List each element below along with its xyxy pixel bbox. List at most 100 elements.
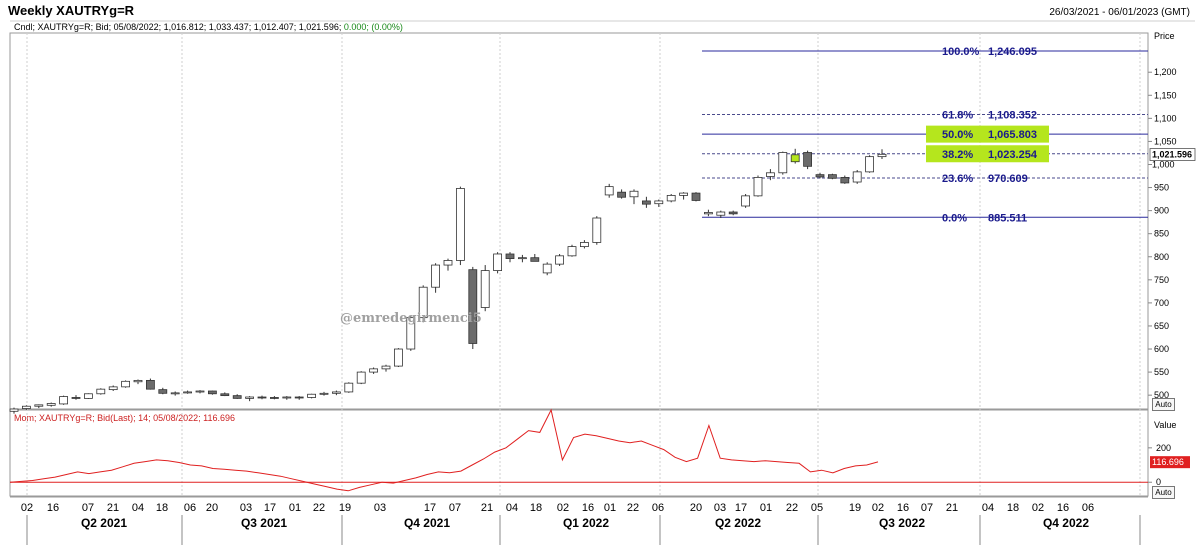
candle-body <box>666 194 676 202</box>
candle-body <box>542 263 552 274</box>
candle-body <box>96 388 106 395</box>
fib-value-label: 1,023.254 <box>988 149 1038 161</box>
candle-body <box>629 190 639 198</box>
fib-value-label: 1,065.803 <box>988 129 1037 141</box>
candle-body <box>133 379 143 383</box>
week-tick-label: 22 <box>786 502 798 514</box>
week-tick-label: 17 <box>424 502 436 514</box>
candle-body <box>877 153 887 158</box>
candle-body <box>381 365 391 370</box>
candle-body <box>691 192 701 201</box>
price-tick-label: 650 <box>1154 321 1169 331</box>
quarter-label: Q1 2022 <box>563 516 609 530</box>
candle-body <box>220 393 230 397</box>
price-axis-label: Price <box>1154 31 1175 41</box>
candle-body <box>505 253 515 259</box>
candle-body <box>71 397 81 399</box>
momentum-line <box>9 408 879 492</box>
quarter-label: Q4 2022 <box>1043 516 1089 530</box>
candle-body <box>530 257 540 262</box>
candle-body <box>443 260 453 266</box>
quarter-label: Q2 2021 <box>81 516 127 530</box>
candle-body <box>480 270 490 308</box>
week-tick-label: 02 <box>1032 502 1044 514</box>
candle-body <box>344 382 354 393</box>
candle-body <box>840 177 850 184</box>
candle-body <box>716 211 726 216</box>
watermark-text: @emredegirmenci5 <box>340 311 482 326</box>
momentum-axis-label: Value <box>1154 420 1176 430</box>
week-tick-label: 18 <box>1007 502 1019 514</box>
week-tick-label: 21 <box>481 502 493 514</box>
candle-body <box>790 154 800 163</box>
candle-body <box>145 379 155 390</box>
fib-percent-label: 38.2% <box>942 149 973 161</box>
price-legend-change: 0.000; (0.00%) <box>343 22 403 32</box>
week-tick-label: 02 <box>557 502 569 514</box>
price-auto-scale-button[interactable]: Auto <box>1152 398 1175 411</box>
week-tick-label: 20 <box>206 502 218 514</box>
candle-body <box>431 264 441 288</box>
time-axis: 02 16 07 21 04 18 06 20 03 17 01 22 19 03 17 07 21 04 18 02… <box>10 496 1148 545</box>
week-tick-label: 21 <box>946 502 958 514</box>
price-tick-label: 750 <box>1154 275 1169 285</box>
price-tick-label: 550 <box>1154 367 1169 377</box>
candle-body <box>455 188 465 261</box>
price-panel-border <box>9 32 1149 410</box>
candle-body <box>753 177 763 197</box>
candle-body <box>815 174 825 178</box>
week-tick-label: 22 <box>313 502 325 514</box>
week-tick-label: 16 <box>1057 502 1069 514</box>
candle-body <box>406 317 416 350</box>
fib-percent-label: 61.8% <box>942 109 973 121</box>
candle-body <box>828 174 837 179</box>
momentum-auto-scale-button[interactable]: Auto <box>1152 486 1175 499</box>
candle-body <box>183 391 193 394</box>
momentum-tick-label: 0 <box>1156 477 1161 487</box>
week-tick-label: 18 <box>530 502 542 514</box>
candle-body <box>567 246 577 257</box>
candle-body <box>393 348 403 367</box>
candle-body <box>207 390 217 395</box>
price-tick-label: 600 <box>1154 344 1169 354</box>
current-price-value: 1,021.596 <box>1152 150 1192 160</box>
price-tick-label: 1,050 <box>1154 136 1177 146</box>
candle-body <box>617 191 626 198</box>
week-tick-label: 16 <box>582 502 594 514</box>
price-legend-values: Cndl; XAUTRYg=R; Bid; 05/08/2022; 1,016.… <box>14 22 342 32</box>
price-tick-label: 500 <box>1154 390 1169 400</box>
week-tick-label: 17 <box>264 502 276 514</box>
candle-body <box>580 242 589 248</box>
week-tick-label: 16 <box>897 502 909 514</box>
fib-percent-label: 0.0% <box>942 212 967 224</box>
quarter-label: Q2 2022 <box>715 516 761 530</box>
fib-value-label: 1,108.352 <box>988 109 1037 121</box>
week-tick-label: 01 <box>604 502 616 514</box>
current-momentum-value: 116.696 <box>1152 457 1184 467</box>
week-tick-label: 21 <box>107 502 119 514</box>
candle-body <box>84 393 93 399</box>
candle-body <box>604 186 614 196</box>
price-tick-label: 1,100 <box>1154 113 1177 123</box>
fib-value-label: 1,246.095 <box>988 46 1037 58</box>
candle-body <box>170 392 180 395</box>
candle-body <box>493 253 503 271</box>
candlestick-series <box>9 148 887 414</box>
candle-body <box>766 172 775 177</box>
quarter-label: Q4 2021 <box>404 516 450 530</box>
candle-body <box>294 396 304 399</box>
price-tick-label: 1,000 <box>1152 160 1175 170</box>
week-tick-label: 19 <box>339 502 351 514</box>
fibonacci-retracement: 100.0% 1,246.095 61.8% 1,108.352 50.0% 1,065.… <box>702 46 1148 224</box>
price-tick-label: 700 <box>1154 298 1169 308</box>
candle-body <box>592 217 602 243</box>
momentum-tick-label: 200 <box>1156 443 1171 453</box>
candle-body <box>356 371 366 384</box>
price-tick-label: 1,150 <box>1154 90 1177 100</box>
fib-highlight-box <box>926 125 1049 143</box>
price-tick-label: 1,200 <box>1154 67 1177 77</box>
current-momentum-tag <box>1150 456 1190 469</box>
candle-body <box>319 392 329 395</box>
week-tick-label: 01 <box>289 502 301 514</box>
